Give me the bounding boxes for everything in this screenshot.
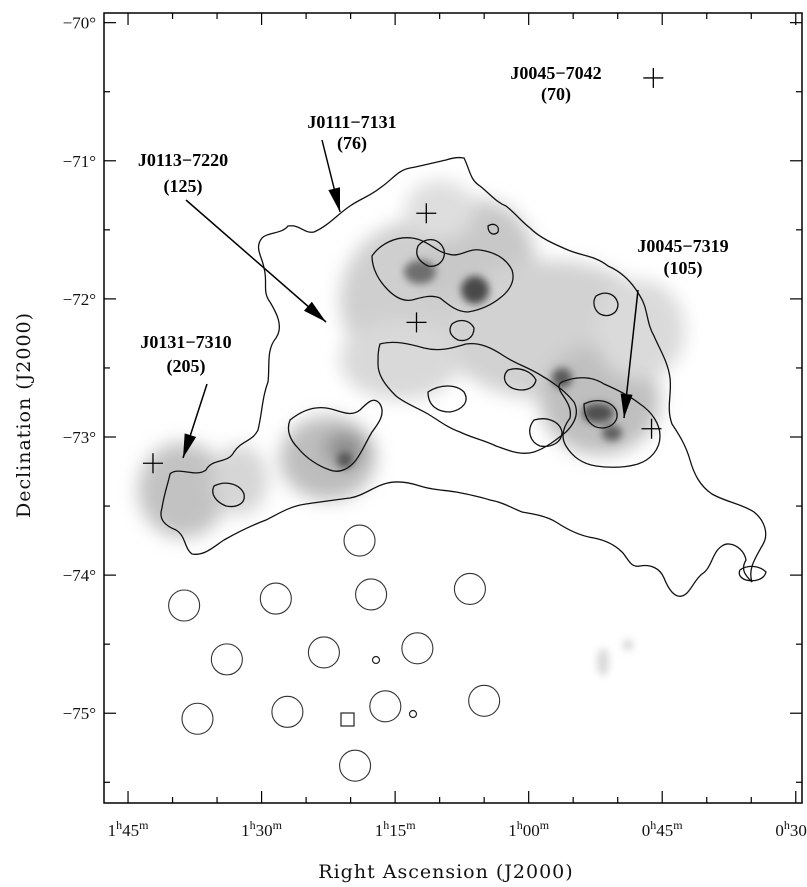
source-J0045−7042: J0045−7042(70) — [510, 63, 664, 105]
survey-field-circle — [181, 702, 214, 735]
y-tick-label: −74° — [63, 566, 96, 585]
arrowhead — [303, 301, 326, 322]
x-tick-label: 1h15m — [375, 818, 417, 840]
survey-field-circles — [168, 524, 501, 782]
survey-field-circle — [210, 643, 243, 676]
outer-contour — [160, 156, 767, 597]
x-tick-label: 1h45m — [108, 818, 150, 840]
y-tick-label: −70° — [63, 14, 96, 33]
source-J0111−7131: J0111−7131(76) — [307, 112, 437, 224]
survey-field-circle — [339, 749, 372, 782]
y-tick-label: −75° — [63, 704, 96, 723]
survey-field-circle — [307, 636, 340, 669]
y-axis-ticks — [104, 22, 802, 783]
source-J0045−7319: J0045−7319(105) — [620, 236, 729, 439]
small-circle-marker — [408, 709, 418, 719]
x-tick-label: 1h30m — [241, 818, 283, 840]
survey-field-circle — [259, 582, 292, 615]
survey-field-circle — [401, 632, 434, 665]
survey-field-circle — [343, 524, 376, 557]
source-name-label: J0045−7042 — [510, 63, 601, 83]
square-marker — [340, 712, 355, 727]
small-circle-marker — [371, 655, 381, 665]
source-count-label: (76) — [337, 133, 367, 154]
x-axis-title: Right Ascension (J2000) — [318, 861, 573, 883]
source-name-label: J0045−7319 — [637, 236, 728, 256]
source-J0131−7310: J0131−7310 (205) — [140, 332, 232, 474]
arrow-line — [185, 199, 327, 323]
survey-field-circle — [271, 695, 304, 728]
y-axis-tick-labels: −70° −71° −72° −73° −74° −75° — [63, 14, 96, 724]
x-tick-label: 1h00m — [508, 818, 550, 840]
source-name-label: J0111−7131 — [307, 112, 396, 132]
survey-field-circle — [168, 589, 201, 622]
source-count-label: (70) — [541, 84, 571, 105]
x-tick-label: 0h30m — [775, 818, 807, 840]
source-name-label: J0113−7220 — [138, 150, 228, 170]
source-count-label: (125) — [164, 176, 203, 197]
y-tick-label: −73° — [63, 428, 96, 447]
y-tick-label: −71° — [63, 152, 96, 171]
survey-field-circle — [453, 572, 486, 605]
source-markers: J0045−7042(70) J0111−7131(76) J0113−7220 (1… — [138, 63, 729, 474]
field-inner-markers — [340, 655, 418, 727]
survey-field-circle — [355, 578, 388, 611]
contour-lines — [160, 156, 767, 597]
survey-field-circle — [468, 684, 501, 717]
y-axis-title: Declination (J2000) — [13, 312, 35, 518]
plot-frame — [103, 12, 803, 804]
arrowhead — [183, 433, 197, 458]
x-tick-label: 0h45m — [642, 818, 684, 840]
arrowhead — [620, 393, 633, 418]
x-axis-ticks — [127, 13, 797, 803]
source-count-label: (105) — [664, 258, 703, 279]
y-tick-label: −72° — [63, 290, 96, 309]
x-axis-tick-labels: 1h45m 1h30m 1h15m 1h00m 0h45m 0h30m — [108, 818, 807, 840]
arrowhead — [328, 187, 340, 212]
source-J0113−7220: J0113−7220 (125) — [138, 150, 427, 333]
source-count-label: (205) — [167, 356, 206, 377]
survey-field-circle — [369, 690, 402, 723]
source-name-label: J0131−7310 — [140, 332, 231, 352]
